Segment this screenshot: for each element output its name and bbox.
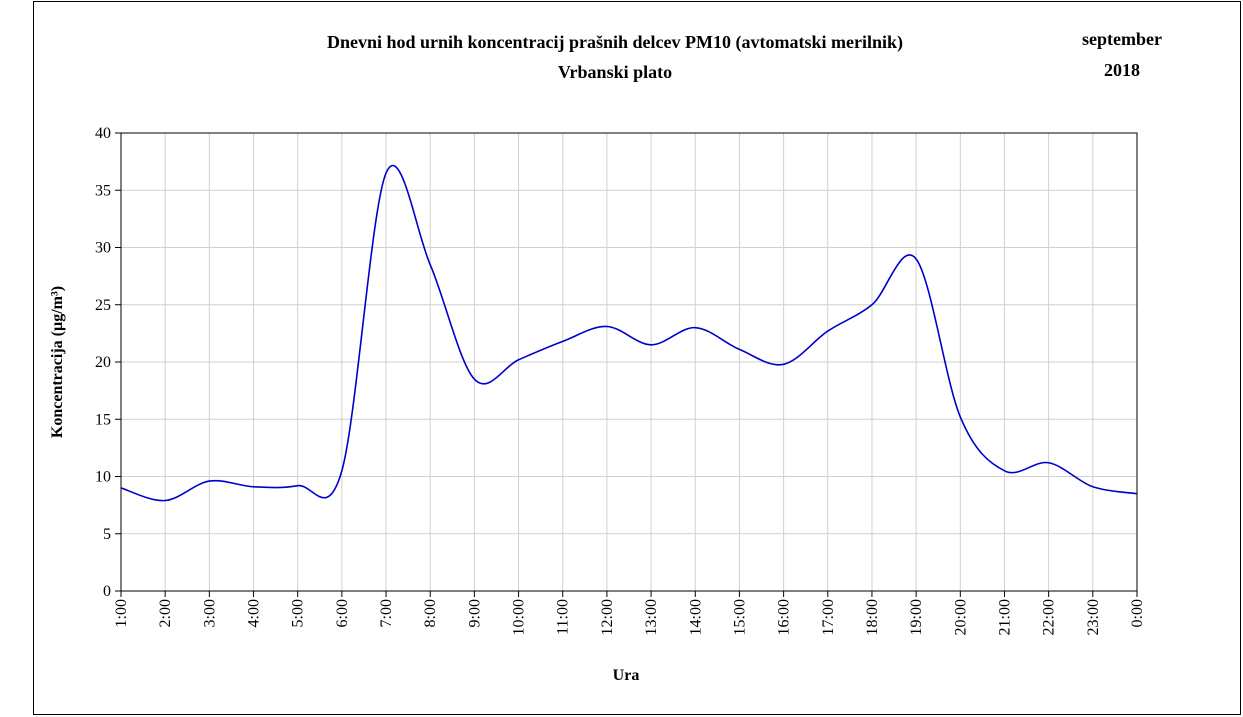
y-tick-label: 25 xyxy=(95,297,111,314)
x-tick-label: 16:00 xyxy=(776,599,793,635)
x-tick-label: 17:00 xyxy=(820,599,837,635)
x-tick-label: 10:00 xyxy=(511,599,528,635)
x-axis-label: Ura xyxy=(613,667,640,684)
x-tick-label: 14:00 xyxy=(687,599,704,635)
x-tick-label: 20:00 xyxy=(952,599,969,635)
x-tick-label: 6:00 xyxy=(334,599,351,627)
x-tick-label: 23:00 xyxy=(1085,599,1102,635)
month: september xyxy=(1082,29,1162,49)
data-line xyxy=(120,164,1138,502)
y-tick-label: 20 xyxy=(95,354,111,371)
x-tick-label: 5:00 xyxy=(290,599,307,627)
x-tick-label: 3:00 xyxy=(201,599,218,627)
y-tick-label: 5 xyxy=(103,526,111,543)
x-tick-label: 7:00 xyxy=(378,599,395,627)
x-tick-label: 2:00 xyxy=(157,599,174,627)
x-tick-label: 1:00 xyxy=(113,599,130,627)
chart-frame xyxy=(33,1,1241,715)
y-tick-label: 15 xyxy=(95,411,111,428)
x-tick-label: 11:00 xyxy=(555,599,572,635)
x-tick-label: 18:00 xyxy=(864,599,881,635)
y-tick-label: 0 xyxy=(103,583,111,600)
x-tick-label: 21:00 xyxy=(996,599,1013,635)
chart-subtitle: Vrbanski plato xyxy=(558,62,672,82)
x-tick-label: 12:00 xyxy=(599,599,616,635)
x-tick-label: 9:00 xyxy=(466,599,483,627)
x-tick-label: 19:00 xyxy=(908,599,925,635)
y-tick-label: 10 xyxy=(95,469,111,486)
year: 2018 xyxy=(1104,60,1140,80)
x-tick-label: 4:00 xyxy=(246,599,263,627)
y-tick-label: 40 xyxy=(95,125,111,142)
plot-frame xyxy=(120,132,1138,592)
y-tick-label: 30 xyxy=(95,240,111,257)
x-tick-label: 15:00 xyxy=(731,599,748,635)
y-axis-label: Koncentracija (µg/m³) xyxy=(49,286,66,438)
chart-title: Dnevni hod urnih koncentracij prašnih de… xyxy=(327,32,903,53)
y-tick-label: 35 xyxy=(95,182,111,199)
x-tick-label: 22:00 xyxy=(1041,599,1058,635)
x-tick-label: 0:00 xyxy=(1129,599,1146,627)
x-tick-label: 8:00 xyxy=(422,599,439,627)
x-tick-label: 13:00 xyxy=(643,599,660,635)
